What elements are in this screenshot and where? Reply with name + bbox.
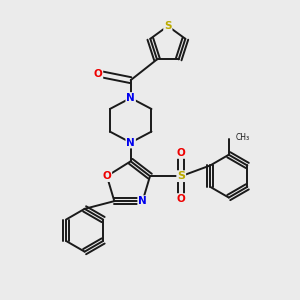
Text: CH₃: CH₃ bbox=[235, 133, 249, 142]
Text: O: O bbox=[177, 148, 186, 158]
Text: N: N bbox=[126, 93, 135, 103]
Text: N: N bbox=[138, 196, 147, 206]
Text: S: S bbox=[164, 21, 172, 31]
Text: N: N bbox=[126, 138, 135, 148]
Text: O: O bbox=[103, 171, 111, 181]
Text: O: O bbox=[177, 194, 186, 204]
Text: S: S bbox=[177, 171, 185, 181]
Text: O: O bbox=[94, 69, 102, 79]
